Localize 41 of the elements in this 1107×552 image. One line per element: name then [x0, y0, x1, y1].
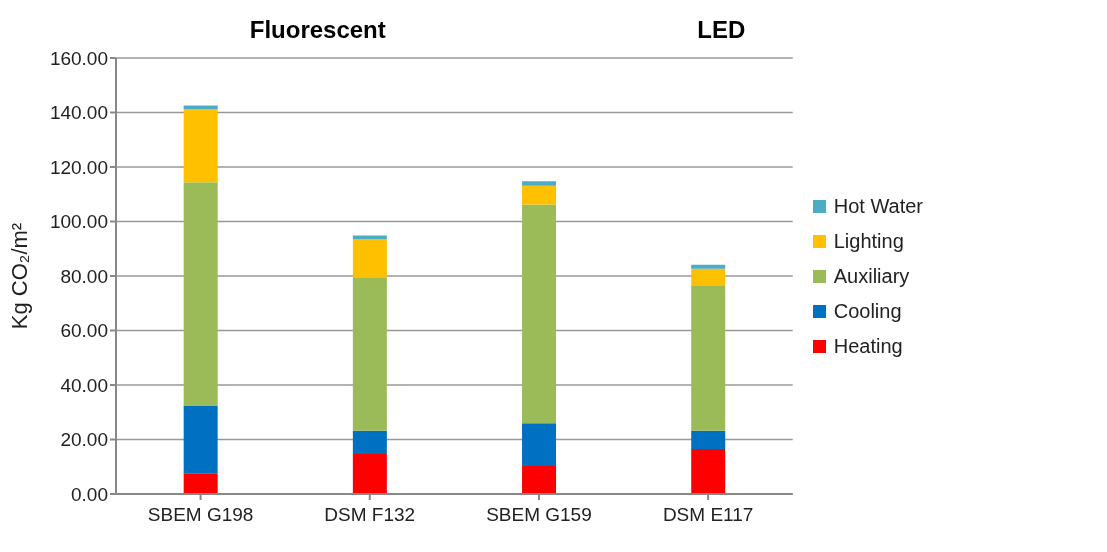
bar — [522, 465, 557, 494]
y-tick-label: 60.00 — [60, 320, 108, 342]
y-tick-label: 120.00 — [49, 156, 108, 178]
bar — [691, 449, 726, 494]
text: Fluorescent — [248, 16, 387, 44]
y-tick-label: 0.00 — [71, 483, 108, 505]
y-tick-label: 140.00 — [49, 102, 108, 124]
legend-label: Hot Water — [833, 194, 923, 218]
y-tick-label: 40.00 — [60, 374, 108, 396]
bar — [183, 182, 218, 406]
x-tick-label: SBEM G159 — [486, 504, 592, 526]
bar — [691, 430, 726, 450]
y-tick-label: 100.00 — [49, 211, 108, 233]
bar — [691, 268, 726, 286]
bar — [183, 405, 218, 474]
bar — [352, 238, 387, 278]
bar — [691, 264, 726, 269]
y-tick-label: 80.00 — [60, 265, 108, 287]
y-tick-label: 160.00 — [49, 47, 108, 69]
x-tick-label: DSM E117 — [662, 504, 754, 526]
x-tick-label: SBEM G198 — [147, 504, 254, 526]
bar — [522, 181, 557, 186]
legend-label: Lighting — [833, 229, 904, 253]
bar — [183, 473, 218, 494]
bar — [352, 235, 387, 239]
x-tick-label: DSM F132 — [324, 504, 416, 526]
bar — [522, 185, 557, 205]
bar — [352, 430, 387, 454]
bar — [183, 105, 218, 109]
bar — [352, 277, 387, 431]
bar — [522, 204, 557, 424]
y-tick-label: 20.00 — [60, 429, 108, 451]
bar — [352, 453, 387, 494]
bar — [691, 285, 726, 431]
y-axis-title: Kg CO₂/m² — [6, 222, 32, 330]
legend-label: Heating — [833, 334, 903, 358]
legend-label: Cooling — [833, 299, 902, 323]
bar — [183, 108, 218, 183]
legend-label: Auxiliary — [833, 264, 910, 288]
text: LED — [696, 16, 747, 44]
bar — [522, 423, 557, 466]
